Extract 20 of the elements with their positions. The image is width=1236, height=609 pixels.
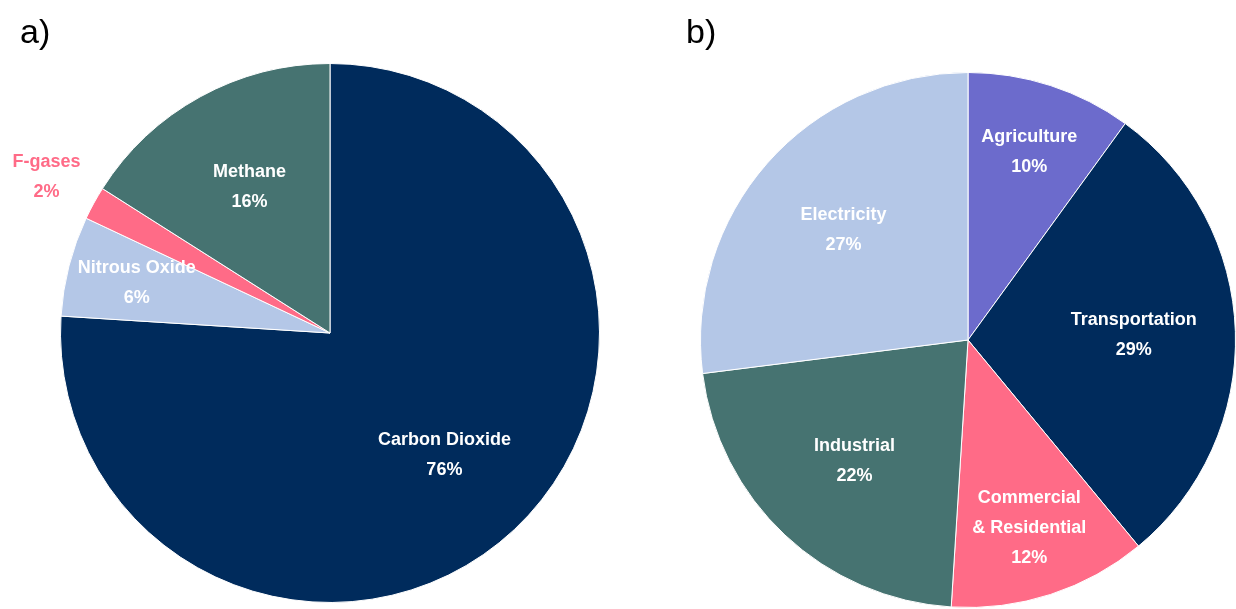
- slice-label: F-gases: [12, 151, 81, 172]
- data-label: 22%: [836, 464, 873, 485]
- chart-title: a): [20, 12, 51, 51]
- data-label: 6%: [123, 287, 150, 308]
- slice-label: Commercial & Residential: [972, 487, 1087, 538]
- slice-label: Carbon Dioxide: [377, 428, 511, 449]
- data-label: 12%: [1011, 547, 1048, 568]
- data-label: 27%: [825, 234, 862, 255]
- slice-label: Electricity: [800, 204, 887, 225]
- chart-title: b): [686, 12, 717, 51]
- slice-label: Nitrous Oxide: [77, 257, 196, 278]
- data-label: 76%: [426, 458, 463, 479]
- slice-label: Methane: [213, 160, 287, 181]
- data-label: 16%: [231, 190, 268, 211]
- data-label: 2%: [33, 181, 60, 202]
- data-label: 10%: [1011, 155, 1048, 176]
- data-label: 29%: [1115, 338, 1152, 359]
- slice-label: Agriculture: [981, 125, 1078, 146]
- slice-label: Industrial: [813, 434, 895, 455]
- slice-label: Transportation: [1070, 308, 1197, 329]
